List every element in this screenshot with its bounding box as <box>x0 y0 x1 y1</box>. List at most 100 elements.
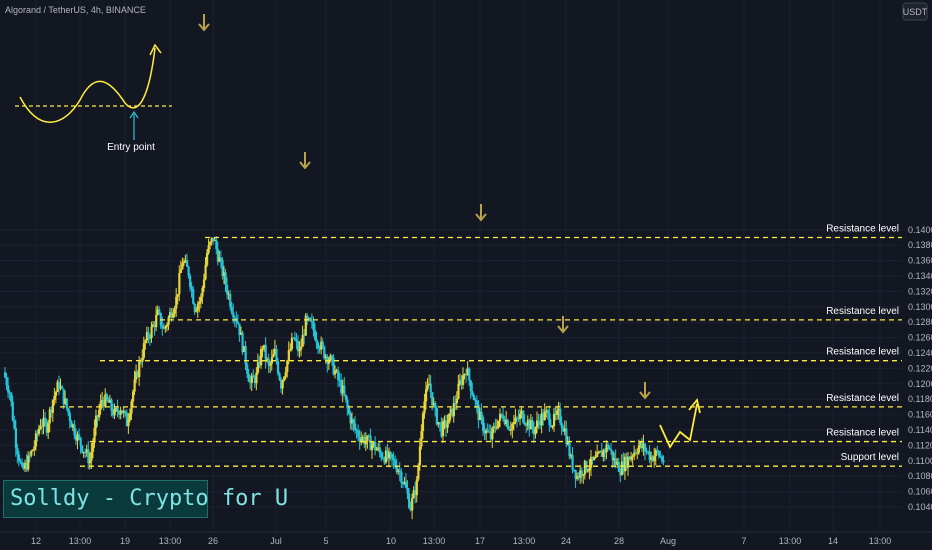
candle-body <box>545 410 548 412</box>
entry-pointer <box>129 110 139 140</box>
candle-body <box>79 437 82 446</box>
candle-body <box>90 451 93 461</box>
candle-body <box>45 421 48 433</box>
candle-body <box>122 411 125 414</box>
candle-body <box>357 431 360 437</box>
candle-body <box>323 346 326 359</box>
candle-body <box>557 408 560 411</box>
down-arrow <box>299 152 311 170</box>
candle-body <box>637 445 640 453</box>
candle-body <box>573 469 576 471</box>
candle-body <box>64 398 67 405</box>
candle-body <box>486 430 489 432</box>
candle-body <box>215 240 218 250</box>
candle-body <box>201 288 204 297</box>
candle-body <box>78 434 81 438</box>
candle-body <box>125 412 129 427</box>
candle-body <box>414 490 417 496</box>
down-arrow <box>639 382 651 400</box>
candle-body <box>529 420 533 430</box>
candle-body <box>273 349 277 355</box>
candle-body <box>73 424 76 436</box>
candle-body <box>398 470 401 473</box>
candle-body <box>324 356 327 359</box>
candle-body <box>24 462 27 469</box>
candle-body <box>153 324 156 328</box>
candle-body <box>593 457 596 461</box>
candle-body <box>540 413 543 426</box>
candle-body <box>608 448 611 450</box>
candle-body <box>119 410 122 415</box>
candle-body <box>226 284 229 295</box>
candle-body <box>415 479 418 496</box>
candle-body <box>233 317 236 319</box>
candle-body <box>131 391 135 402</box>
candle-body <box>483 431 486 434</box>
candle-body <box>471 391 474 396</box>
candle-body <box>158 309 161 313</box>
candle-body <box>372 441 375 445</box>
candle-body <box>355 429 358 432</box>
candle-body <box>107 399 110 403</box>
candle-body <box>318 348 321 350</box>
time-tick-label: 13:00 <box>69 536 92 546</box>
candle-body <box>284 372 287 377</box>
candle-body <box>660 456 664 461</box>
time-axis[interactable]: 12 13:00 19 13:00 26 Jul 5 10 13:00 17 13:00 24 28 Au… <box>0 531 932 546</box>
candle-body <box>361 436 364 440</box>
time-tick-label: 13:00 <box>159 536 182 546</box>
candle-body <box>327 360 331 364</box>
symbol-title: Algorand / TetherUS, 4h, BINANCE <box>5 5 146 15</box>
candle-body <box>213 240 216 242</box>
candle-body <box>409 507 412 511</box>
down-arrow <box>557 316 569 334</box>
candle-body <box>642 443 645 449</box>
candle-body <box>253 377 257 384</box>
candle-body <box>580 470 583 476</box>
candle-body <box>371 444 374 451</box>
candle-body <box>610 449 613 451</box>
candle-body <box>380 452 383 458</box>
candle-body <box>512 422 516 425</box>
candle-body <box>386 450 389 459</box>
candle-body <box>551 426 554 428</box>
candle-body <box>360 439 363 442</box>
candle-body <box>460 380 463 385</box>
candle-body <box>576 475 579 479</box>
candle-body <box>295 339 298 342</box>
currency-badge[interactable]: USDT <box>902 2 928 21</box>
candle-body <box>454 403 457 405</box>
candle-body <box>337 370 340 380</box>
candle-body <box>224 272 227 285</box>
candle-body <box>628 456 631 460</box>
candle-body <box>401 483 405 485</box>
candle-body <box>542 413 545 421</box>
candle-body <box>494 426 497 429</box>
candle-body <box>599 451 602 453</box>
candle-body <box>400 472 403 484</box>
candle-body <box>124 411 127 413</box>
candle-body <box>293 337 297 340</box>
candle-body <box>198 301 201 305</box>
candle-body <box>292 337 295 339</box>
candle-body <box>56 382 59 392</box>
candle-body <box>96 415 99 418</box>
candle-body <box>488 431 491 433</box>
candle-body <box>455 398 459 404</box>
candle-body <box>559 408 562 423</box>
candle-body <box>239 332 243 335</box>
candle-body <box>631 456 634 458</box>
candle-body <box>548 413 551 426</box>
candle-body <box>383 458 386 463</box>
candle-body <box>104 394 107 407</box>
candle-body <box>264 344 267 360</box>
candle-body <box>369 435 372 451</box>
candle-body <box>417 465 420 480</box>
candle-body <box>517 418 520 420</box>
